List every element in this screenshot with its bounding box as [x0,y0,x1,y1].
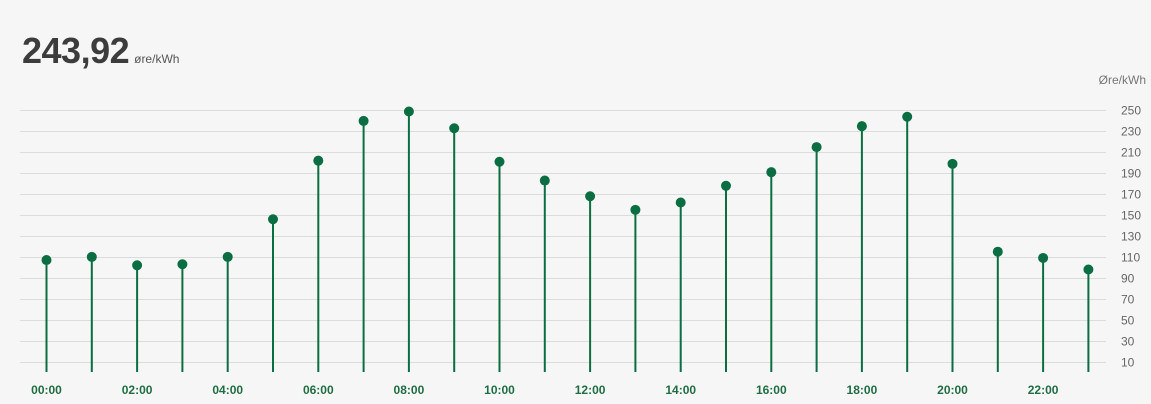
x-tick-label: 06:00 [303,383,334,397]
y-tick-label: 10 [1121,356,1135,370]
data-point[interactable] [177,259,188,372]
current-price-value: 243,92 [22,30,130,71]
x-tick-label: 08:00 [394,383,425,397]
data-point[interactable] [630,204,641,372]
data-dot[interactable] [585,191,596,202]
data-dot[interactable] [539,175,550,186]
data-dot[interactable] [1083,264,1094,275]
y-tick-label: 210 [1121,146,1141,160]
data-dot[interactable] [132,260,143,271]
y-tick-label: 70 [1121,293,1135,307]
data-dot[interactable] [902,111,913,122]
data-point[interactable] [268,214,278,372]
y-axis-label: Øre/kWh [1099,73,1146,87]
data-point[interactable] [1083,264,1094,372]
data-dot[interactable] [268,214,278,225]
data-point[interactable] [539,175,550,372]
x-tick-label: 12:00 [575,383,606,397]
data-dot[interactable] [177,259,188,270]
data-dot[interactable] [358,115,369,126]
data-dot[interactable] [222,251,233,262]
y-tick-label: 190 [1121,167,1141,181]
data-point[interactable] [902,111,913,372]
y-tick-label: 170 [1121,188,1141,202]
data-point[interactable] [856,121,867,372]
y-tick-label: 90 [1121,272,1135,286]
data-dot[interactable] [449,123,460,134]
data-point[interactable] [721,180,731,372]
data-point[interactable] [675,197,686,372]
data-dot[interactable] [811,142,822,153]
y-tick-label: 150 [1121,209,1141,223]
data-point[interactable] [313,155,324,372]
data-point[interactable] [947,158,958,372]
data-dot[interactable] [41,255,52,266]
x-tick-label: 14:00 [665,383,696,397]
x-tick-label: 00:00 [31,383,62,397]
y-axis-ticks: 10 30 50 70 90 110 130 150 170 190 210 230 250 [1121,104,1141,370]
x-tick-label: 20:00 [937,383,968,397]
data-dot[interactable] [1038,252,1049,263]
data-dot[interactable] [856,121,867,132]
x-tick-label: 04:00 [212,383,243,397]
x-tick-label: 22:00 [1028,383,1059,397]
x-tick-label: 18:00 [847,383,878,397]
y-tick-label: 130 [1121,230,1141,244]
y-tick-label: 110 [1121,251,1140,265]
x-axis-ticks: 00:00 02:00 04:00 06:00 08:00 10:00 12:00 14:00… [31,383,1059,397]
y-tick-label: 250 [1121,104,1141,118]
data-point[interactable] [585,191,596,372]
data-dot[interactable] [766,167,777,178]
data-point[interactable] [403,106,414,372]
current-price-unit: øre/kWh [134,52,180,66]
data-point[interactable] [358,115,369,372]
data-dot[interactable] [947,158,958,169]
current-price: 243,92 øre/kWh [22,30,179,72]
data-dot[interactable] [675,197,686,208]
data-point[interactable] [132,260,143,372]
data-point[interactable] [86,251,97,372]
x-tick-label: 10:00 [484,383,515,397]
data-point[interactable] [992,246,1003,372]
data-dot[interactable] [86,251,97,262]
x-tick-label: 16:00 [756,383,787,397]
data-point[interactable] [449,123,460,372]
data-dot[interactable] [403,106,414,117]
data-dot[interactable] [313,155,324,166]
data-dot[interactable] [992,246,1003,257]
y-tick-label: 50 [1121,314,1135,328]
y-tick-label: 30 [1121,335,1135,349]
data-point[interactable] [1038,252,1049,372]
y-tick-label: 230 [1121,125,1141,139]
x-tick-label: 02:00 [122,383,153,397]
data-point[interactable] [766,167,777,372]
gridlines [20,110,1106,363]
data-point[interactable] [222,251,233,372]
data-point[interactable] [494,156,505,372]
data-point[interactable] [41,255,52,372]
data-dot[interactable] [721,180,731,191]
data-point[interactable] [811,142,822,372]
data-dot[interactable] [630,204,641,215]
data-dot[interactable] [494,156,505,167]
series-stems [41,106,1094,372]
